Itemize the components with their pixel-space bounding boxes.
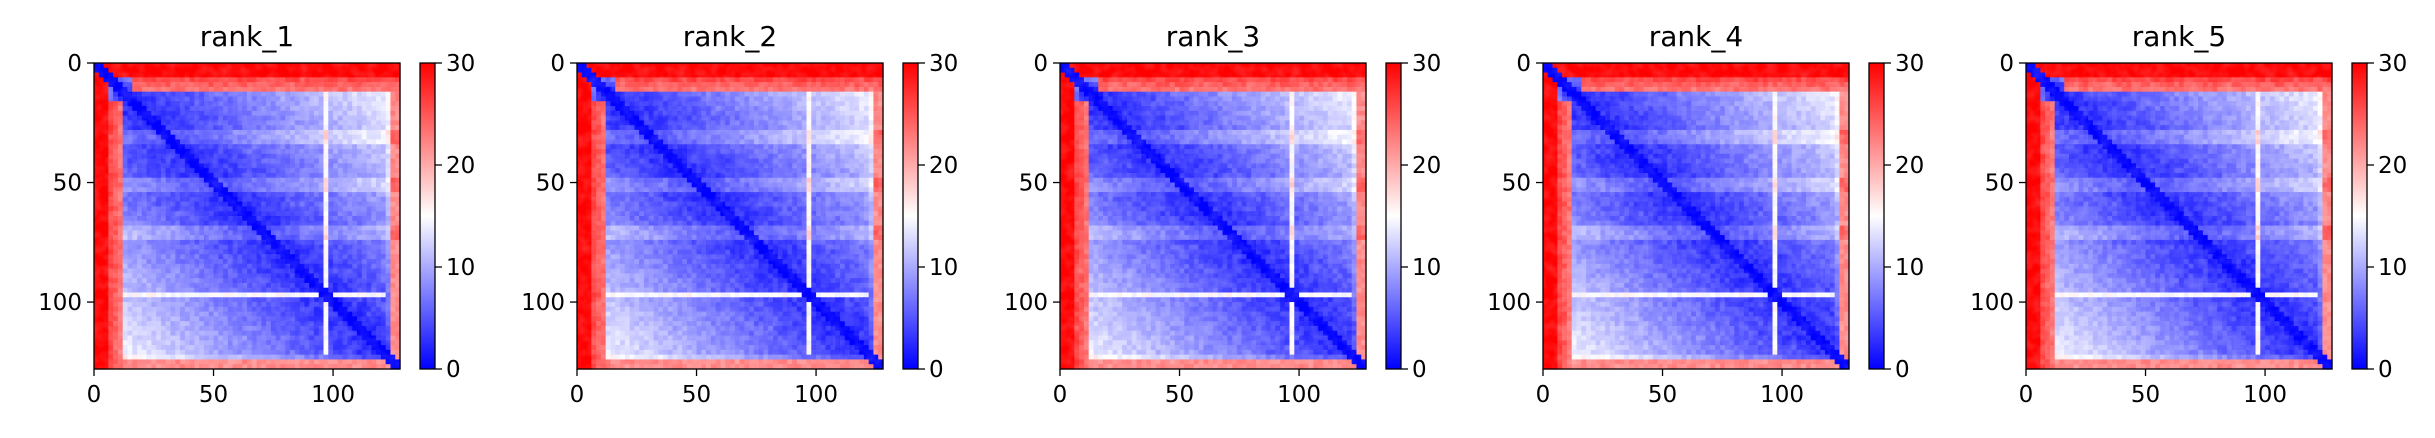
x-tick-label: 100 bbox=[311, 382, 355, 408]
colorbar-tick-label: 0 bbox=[446, 357, 461, 383]
y-tick-label: 50 bbox=[53, 171, 82, 197]
chart-title: rank_1 bbox=[200, 20, 294, 53]
x-tick-label: 50 bbox=[199, 382, 228, 408]
y-tick-label: 0 bbox=[67, 51, 82, 77]
colorbar-tick-label: 20 bbox=[446, 153, 475, 179]
colorbar-tick-label: 10 bbox=[446, 255, 475, 281]
x-tick-label: 0 bbox=[87, 382, 102, 408]
panel-1: rank_1 0 50 100 0 50 100 0 10 20 30 bbox=[38, 20, 475, 408]
colorbar bbox=[420, 63, 435, 369]
heatmap-texture bbox=[94, 63, 400, 369]
chart-title: rank_2 bbox=[683, 20, 777, 53]
panel-2: rank_20 50 1000501000102030 bbox=[521, 20, 958, 408]
colorbar-tick-label: 30 bbox=[446, 51, 475, 77]
y-tick-label: 100 bbox=[38, 290, 82, 316]
